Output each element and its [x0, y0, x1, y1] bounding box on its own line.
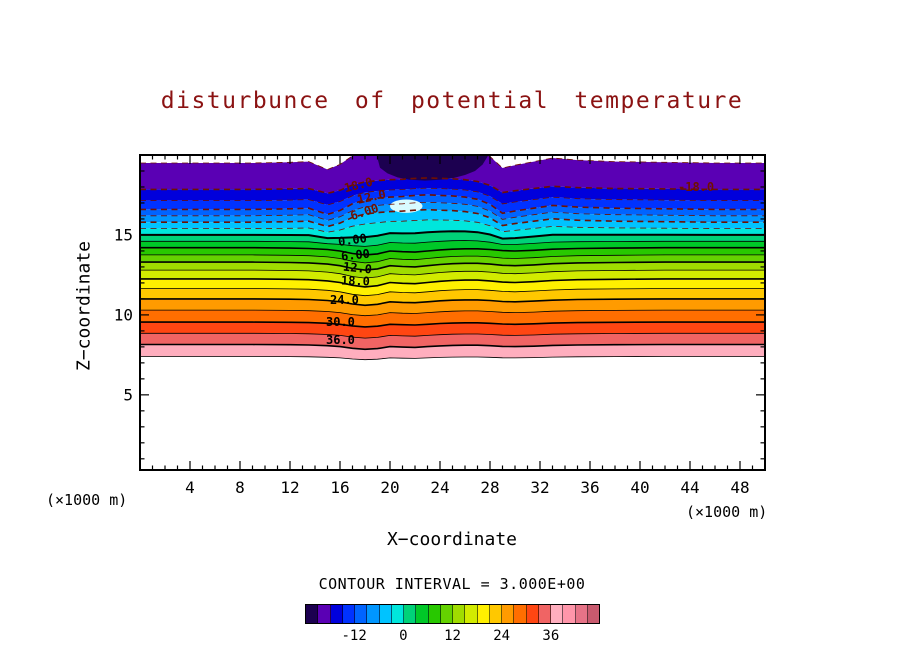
contour-line [140, 193, 765, 216]
contour-line [140, 343, 765, 351]
contour-label: -18.0 [678, 180, 715, 194]
colorbar-cell [514, 605, 527, 623]
contour-band [140, 322, 765, 339]
contour-label: 30.0 [326, 315, 355, 329]
contour-band [140, 298, 765, 316]
contour-fill-group [140, 155, 765, 361]
x-tick-label: 8 [235, 478, 245, 497]
colorbar-tick-label: 0 [399, 628, 408, 644]
contour-label: 18.0 [340, 273, 371, 289]
y-tick-label: 10 [113, 305, 133, 325]
contour-label: 36.0 [326, 333, 355, 347]
x-tick-label: 4 [185, 478, 195, 497]
contour-line [140, 177, 765, 195]
plot-frame [139, 154, 766, 471]
colorbar-cell [587, 605, 599, 623]
contour-line [140, 155, 765, 170]
cold-pocket-blob [376, 155, 489, 181]
colorbar-tick-label: 12 [444, 628, 461, 644]
x-tick-label: 48 [730, 478, 750, 497]
x-tick-label: 12 [280, 478, 300, 497]
colorbar-cell [379, 605, 392, 623]
contour-interval-note: CONTOUR INTERVAL = 3.000E+00 [318, 575, 586, 593]
contour-line [140, 208, 765, 228]
contour-band [140, 288, 765, 306]
colorbar-cell [526, 605, 539, 623]
x-tick-label: 44 [680, 478, 700, 497]
colorbar-cell [428, 605, 441, 623]
x-tick-label: 36 [580, 478, 600, 497]
x-tick-label: 40 [630, 478, 650, 497]
contour-band [140, 344, 765, 360]
contour-line [140, 219, 765, 233]
colorbar-cell [575, 605, 588, 623]
colorbar-cell [306, 605, 319, 623]
contour-line [140, 332, 765, 339]
colorbar-cell [391, 605, 404, 623]
colorbar-cell [318, 605, 331, 623]
x-tick-label: 16 [330, 478, 350, 497]
colorbar-cell [477, 605, 490, 623]
colorbar-cell [502, 605, 515, 623]
contour-line [140, 269, 765, 279]
colorbar-cell [355, 605, 368, 623]
y-tick-label: 5 [123, 385, 133, 405]
y-axis-label: Z−coordinate [73, 240, 95, 372]
colorbar-cell [563, 605, 576, 623]
colorbar-cell [404, 605, 417, 623]
colorbar-tick-label: 24 [493, 628, 511, 644]
contour-line [140, 246, 765, 256]
contour-band [140, 209, 765, 233]
colorbar-cell [489, 605, 502, 623]
colorbar-cell [330, 605, 343, 623]
colorbar-tick-label: -12 [341, 628, 367, 644]
x-tick-label: 32 [530, 478, 550, 497]
contour-band [140, 333, 765, 350]
contour-line [140, 288, 765, 297]
colorbar-cell [465, 605, 478, 623]
x-axis-unit: (×1000 m) [686, 503, 768, 521]
x-axis-label: X−coordinate [386, 529, 518, 550]
contour-band [140, 240, 765, 255]
contour-line [140, 321, 765, 328]
contour-band [140, 310, 765, 327]
colorbar-tick-label: 36 [542, 628, 560, 644]
contour-band [140, 278, 765, 296]
colorbar-cell [453, 605, 466, 623]
contour-band [140, 270, 765, 287]
contour-line [140, 356, 765, 361]
y-tick-label: 15 [113, 225, 133, 245]
chart-title: disturbunce of potential temperature [160, 88, 744, 114]
y-axis-unit: (×1000 m) [46, 491, 128, 509]
contour-band [140, 194, 765, 221]
contour-line [140, 278, 765, 288]
contour-band [140, 262, 765, 279]
contour-label: 24.0 [330, 293, 359, 307]
contour-line [140, 240, 765, 247]
contour-line [140, 230, 765, 240]
colorbar-cell [367, 605, 380, 623]
contour-line [140, 254, 765, 264]
contour-band [140, 247, 765, 263]
contour-line [140, 309, 765, 317]
x-tick-label: 20 [380, 478, 400, 497]
x-tick-label: 24 [430, 478, 450, 497]
colorbar [305, 604, 600, 624]
contour-line [140, 298, 765, 307]
x-tick-label: 28 [480, 478, 500, 497]
contour-line [140, 201, 765, 221]
colorbar-cell [416, 605, 429, 623]
colorbar-cell [342, 605, 355, 623]
contour-band [140, 254, 765, 271]
colorbar-cell [440, 605, 453, 623]
contour-line [140, 187, 765, 206]
colorbar-cell [538, 605, 551, 623]
colorbar-cell [551, 605, 564, 623]
contour-band [140, 177, 765, 205]
contour-line [140, 261, 765, 271]
